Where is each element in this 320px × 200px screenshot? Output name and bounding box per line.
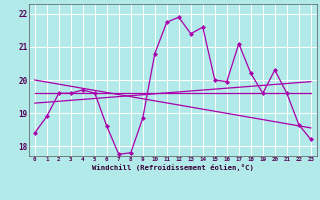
X-axis label: Windchill (Refroidissement éolien,°C): Windchill (Refroidissement éolien,°C) [92,164,254,171]
